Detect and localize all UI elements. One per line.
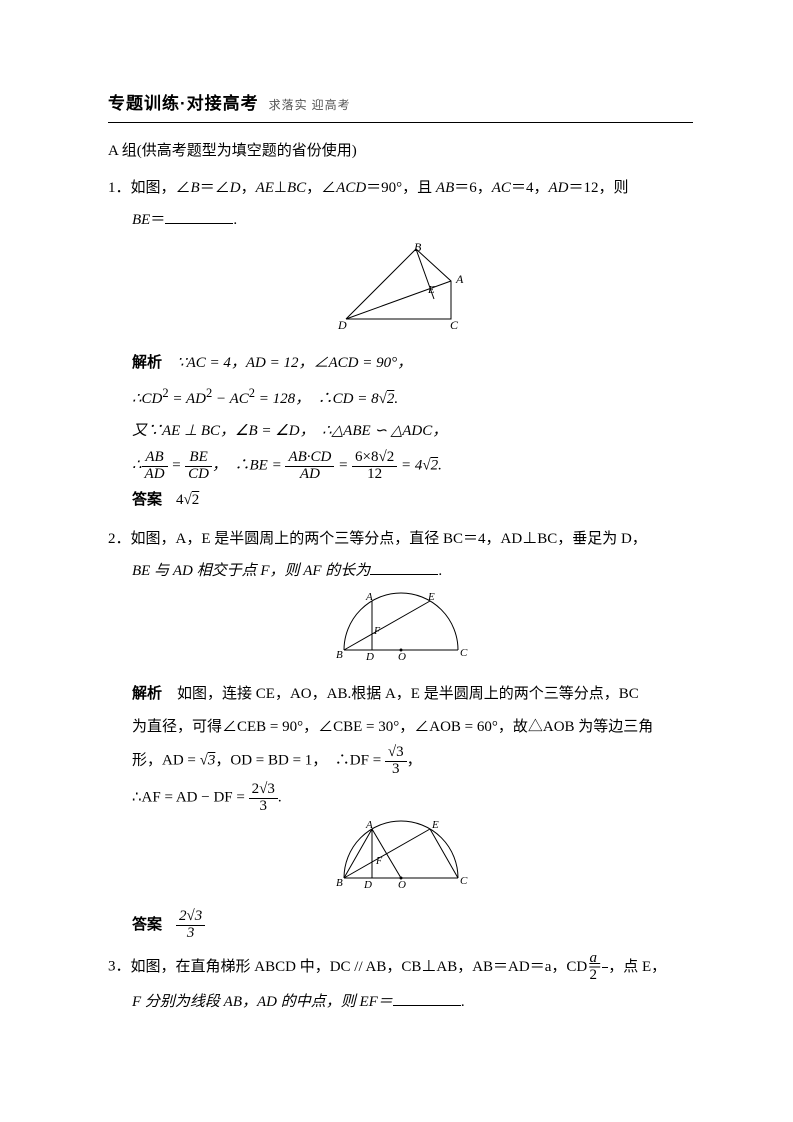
- svg-text:B: B: [336, 649, 343, 661]
- svg-text:D: D: [337, 318, 347, 331]
- svg-text:A: A: [365, 820, 373, 831]
- q1-blank: [165, 209, 233, 224]
- question-2: 2．如图，A，E 是半圆周上的两个三等分点，直径 BC＝4，AD⊥BC，垂足为 …: [108, 525, 693, 942]
- svg-text:O: O: [398, 879, 406, 890]
- q2-answer-value: 2√33: [176, 909, 205, 942]
- svg-text:E: E: [427, 592, 435, 603]
- svg-text:D: D: [365, 651, 374, 662]
- group-heading: A 组(供高考题型为填空题的省份使用): [108, 137, 693, 166]
- q2-answer-label: 答案: [132, 911, 162, 940]
- q2-blank: [370, 560, 438, 575]
- svg-text:E: E: [431, 820, 439, 831]
- q1-answer-value: 4√2: [176, 486, 199, 515]
- q1-sol-1: ∵AC = 4，AD = 12，∠ACD = 90°，: [177, 355, 412, 371]
- semicircle-diagram-2-icon: A E B D O C F: [326, 820, 476, 890]
- q2-sol-1: 如图，连接 CE，AO，AB.根据 A，E 是半圆周上的两个三等分点，BC: [177, 686, 639, 702]
- q1-equals: ＝: [150, 212, 165, 228]
- q3-blank: [393, 991, 461, 1006]
- q1-text: 如图，∠B＝∠D，AE⊥BC，∠ACD＝90°，且 AB＝6，AC＝4，AD＝1…: [131, 180, 629, 196]
- svg-text:C: C: [460, 875, 468, 887]
- q1-number: 1．: [108, 180, 131, 196]
- q1-be: BE: [132, 212, 150, 228]
- svg-text:A: A: [455, 272, 464, 286]
- q2-text1: 如图，A，E 是半圆周上的两个三等分点，直径 BC＝4，AD⊥BC，垂足为 D，: [131, 531, 647, 547]
- svg-text:B: B: [414, 241, 422, 254]
- q2-sol-2: 为直径，可得∠CEB = 90°，∠CBE = 30°，∠AOB = 60°，故…: [108, 713, 693, 742]
- triangle-diagram-icon: B A E D C: [316, 241, 486, 331]
- q1-solution-label: 解析: [132, 354, 162, 371]
- q2-figure-1: A E B D O C F: [108, 592, 693, 673]
- svg-text:B: B: [336, 877, 343, 889]
- q1-sol-2: ∴CD2 = AD2 − AC2 = 128， ∴CD = 8√2.: [108, 382, 693, 414]
- semicircle-diagram-icon: A E B D O C F: [326, 592, 476, 662]
- page-header-sub: 求落实 迎高考: [269, 94, 351, 117]
- q1-answer-label: 答案: [132, 486, 162, 515]
- question-3: 3．如图，在直角梯形 ABCD 中，DC // AB，CB⊥AB，AB＝AD＝a…: [108, 951, 693, 1016]
- q2-number: 2．: [108, 531, 131, 547]
- q1-sol-3: 又∵AE ⊥ BC，∠B = ∠D， ∴△ABE ∽ △ADC，: [108, 417, 693, 446]
- q2-solution-label: 解析: [132, 685, 162, 702]
- q2-text2: BE 与 AD 相交于点 F，则 AF 的长为: [132, 563, 370, 579]
- svg-text:C: C: [460, 647, 468, 659]
- q1-sol-4: ∴ABAD = BECD， ∴BE = AB·CDAD = 6×8√212 = …: [108, 450, 693, 483]
- svg-text:C: C: [450, 318, 459, 331]
- q2-figure-2: A E B D O C F: [108, 820, 693, 901]
- svg-text:A: A: [365, 592, 373, 603]
- q3-text1: 如图，在直角梯形 ABCD 中，DC // AB，CB⊥AB，AB＝AD＝a，C…: [131, 959, 667, 975]
- page-header-title: 专题训练·对接高考: [108, 88, 259, 120]
- q2-sol-3: 形，AD = √3，OD = BD = 1， ∴DF = √33，: [108, 745, 693, 778]
- question-1: 1．如图，∠B＝∠D，AE⊥BC，∠ACD＝90°，且 AB＝6，AC＝4，AD…: [108, 174, 693, 515]
- q1-figure: B A E D C: [108, 241, 693, 342]
- svg-text:O: O: [398, 651, 406, 662]
- q3-text2: F 分别为线段 AB，AD 的中点，则 EF＝: [132, 994, 393, 1010]
- q2-sol-4: ∴AF = AD − DF = 2√33.: [108, 782, 693, 815]
- q3-number: 3．: [108, 959, 131, 975]
- svg-text:F: F: [375, 856, 383, 867]
- svg-text:D: D: [363, 879, 372, 890]
- svg-text:E: E: [427, 284, 435, 296]
- svg-text:F: F: [373, 626, 381, 637]
